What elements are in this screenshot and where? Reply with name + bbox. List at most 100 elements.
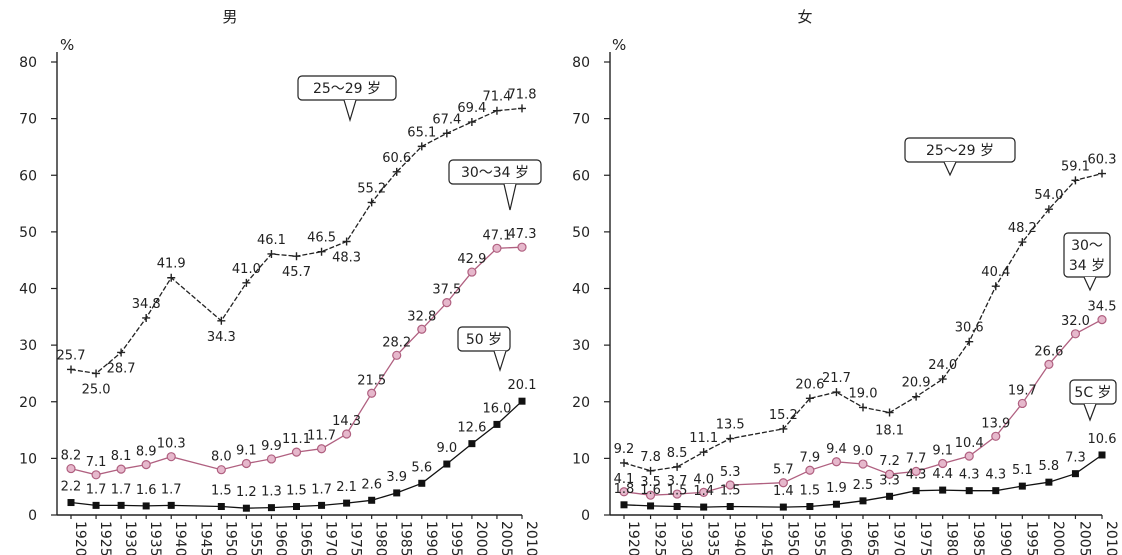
data-point-circle	[141, 460, 151, 470]
x-tick-label: 2000	[473, 521, 489, 555]
data-label: 4.3	[959, 468, 980, 483]
y-tick-label: 0	[581, 508, 590, 524]
data-point-square	[242, 504, 250, 512]
series-line	[623, 172, 1103, 472]
data-label: 4.1	[614, 472, 635, 487]
data-point-plus	[832, 388, 841, 397]
data-label: 4.3	[985, 468, 1006, 483]
series-name: 50 岁	[466, 332, 502, 348]
data-label: 5.3	[720, 465, 741, 480]
data-point-square	[779, 503, 787, 511]
data-point-plus	[292, 252, 301, 261]
x-tick-label: 1970	[891, 521, 907, 555]
data-label: 30.6	[955, 321, 984, 336]
data-point-circle	[442, 298, 452, 308]
data-label: 2.5	[853, 478, 874, 493]
data-label: 46.1	[257, 233, 286, 248]
data-label: 21.7	[822, 371, 851, 386]
x-tick-label: 1925	[652, 521, 668, 555]
x-tick-label: 1985	[398, 521, 414, 555]
data-label: 37.5	[432, 283, 461, 298]
x-tick-label: 1920	[625, 521, 641, 555]
data-label: 7.7	[906, 451, 927, 466]
data-label: 11.1	[282, 432, 311, 447]
data-point-circle	[367, 388, 377, 398]
y-tick-label: 20	[572, 395, 590, 411]
x-tick-label: 1975	[917, 521, 933, 555]
data-label: 1.4	[693, 484, 714, 499]
data-label: 20.1	[508, 378, 537, 393]
series-25-29: 9.2 7.8 8.511.113.5 15.2 20.621.719.0 18.1 20.…	[614, 137, 1116, 475]
data-point-plus	[267, 249, 276, 258]
chart-title: 男	[222, 8, 237, 26]
x-tick-label: 1950	[784, 521, 800, 555]
x-tick-label: 1990	[997, 521, 1013, 555]
data-label: 34.3	[207, 330, 236, 345]
data-label: 47.1	[482, 228, 511, 243]
data-label: 3.5	[640, 475, 661, 490]
y-tick-label: 60	[572, 168, 590, 184]
x-tick-label: 1945	[758, 521, 774, 555]
data-point-circle	[1017, 398, 1027, 409]
series-callout: 25～29 岁	[297, 75, 397, 123]
x-tick-label: 2005	[1076, 521, 1092, 555]
data-label: 42.9	[457, 252, 486, 267]
x-tick-label: 1955	[247, 521, 263, 555]
data-point-plus	[117, 348, 126, 357]
data-label: 8.1	[111, 449, 132, 464]
data-label: 11.7	[307, 429, 336, 444]
data-point-circle	[492, 243, 502, 253]
series-line	[70, 400, 523, 509]
data-label: 4.3	[906, 468, 927, 483]
data-label: 8.5	[667, 446, 688, 461]
y-tick-label: 40	[19, 282, 37, 298]
data-label: 19.7	[1008, 383, 1037, 398]
data-label: 9.0	[436, 441, 457, 456]
x-tick-label: 1995	[1023, 521, 1039, 555]
series-name: 25～29 岁	[313, 81, 381, 97]
data-point-circle	[938, 458, 948, 469]
y-tick-label: 60	[19, 168, 37, 184]
data-point-square	[468, 440, 476, 448]
data-label: 2.2	[61, 480, 82, 495]
series-line	[623, 454, 1103, 508]
data-point-plus	[92, 369, 101, 378]
data-label: 47.3	[508, 227, 537, 242]
data-point-square	[318, 501, 326, 509]
series-name: 25～29 岁	[926, 143, 994, 159]
series-callout: 25～29 岁	[904, 137, 1016, 177]
data-label: 10.4	[955, 436, 984, 451]
y-axis-unit: %	[612, 36, 626, 54]
data-point-circle	[66, 463, 76, 474]
x-tick-label: 1970	[323, 521, 339, 555]
y-tick-label: 70	[19, 112, 37, 128]
y-tick-label: 20	[19, 395, 37, 411]
data-label: 18.1	[875, 424, 904, 439]
data-point-circle	[911, 466, 921, 476]
callout-tail	[1083, 276, 1097, 292]
data-point-circle	[1097, 315, 1107, 325]
data-label: 5.6	[411, 460, 432, 475]
y-tick-label: 0	[28, 508, 37, 524]
data-point-square	[886, 492, 894, 500]
callout-tail	[493, 350, 507, 372]
data-point-circle	[291, 447, 302, 457]
x-tick-label: 1965	[864, 521, 880, 555]
data-label: 4.0	[693, 472, 714, 487]
data-point-plus	[367, 198, 376, 207]
data-point-circle	[645, 490, 656, 500]
data-point-square	[293, 503, 300, 511]
data-point-plus	[620, 458, 628, 467]
series-name: 34 岁	[1069, 258, 1105, 274]
series-50: 1.8 1.6 1.5 1.4 1.5 1.4 1.5 1.9 2.5 3.3 4.3 4.4 4.3 4…	[614, 379, 1117, 511]
series-name: 5C 岁	[1074, 385, 1111, 401]
data-point-circle	[884, 469, 895, 479]
data-point-square	[673, 503, 681, 511]
data-label: 71.8	[508, 87, 537, 102]
series-line	[70, 107, 523, 375]
chart-panel-male: 男% 0 10 20 30 40 50 60 70 80 1920 1925 1930 1935 1940 1…	[19, 8, 542, 555]
data-label: 13.9	[981, 416, 1010, 431]
callout-box	[448, 159, 542, 185]
x-tick-label: 1945	[197, 521, 213, 555]
data-point-circle	[266, 454, 277, 464]
